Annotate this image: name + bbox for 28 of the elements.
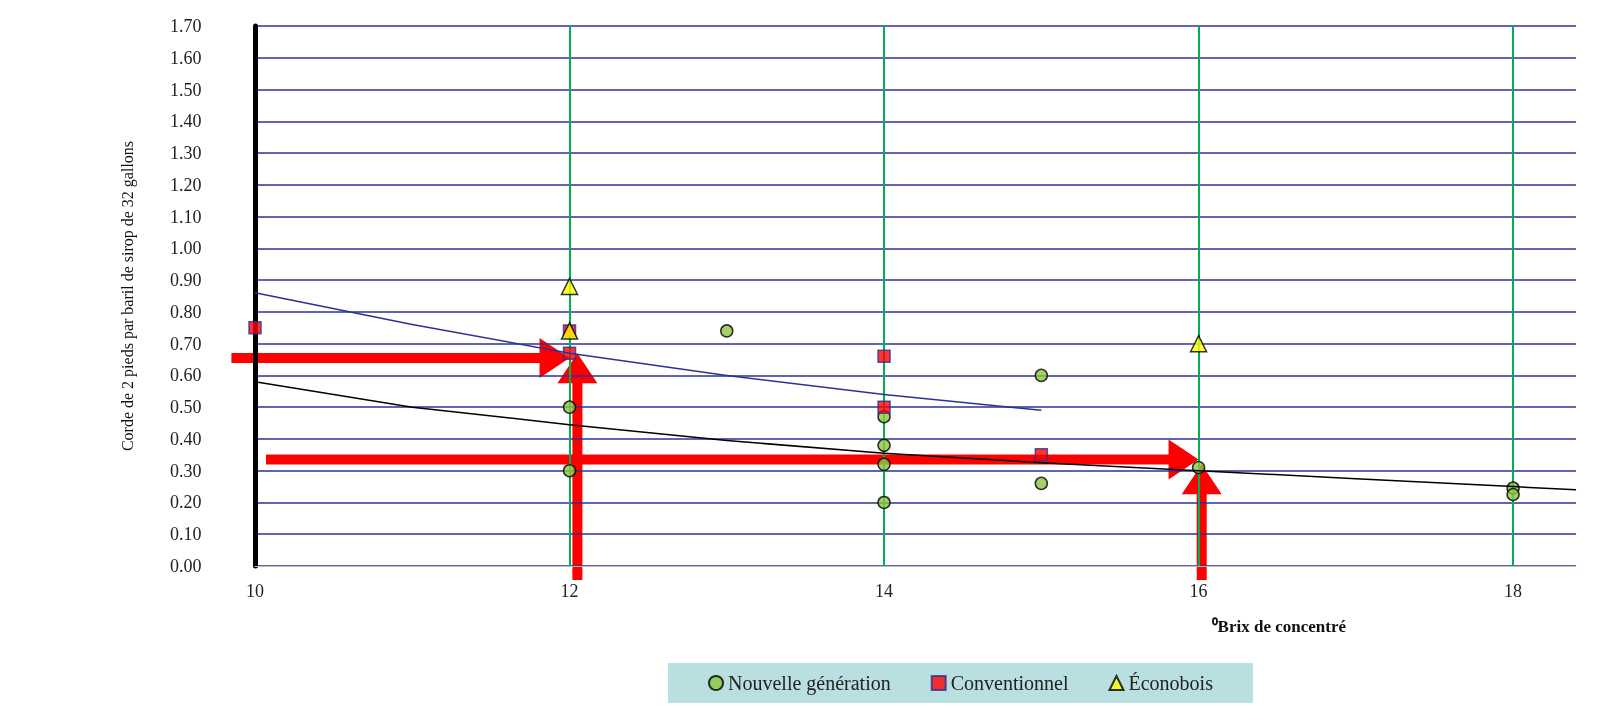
y-tick-label: 0.70 xyxy=(170,333,202,354)
x-tick-label: 16 xyxy=(1189,581,1208,601)
legend-label: Éconobois xyxy=(1128,672,1214,694)
y-axis-title: Corde de 2 pieds par baril de sirop de 32 gallons xyxy=(118,140,137,452)
y-tick-label: 1.20 xyxy=(170,174,202,195)
y-tick-label: 0.60 xyxy=(170,365,202,386)
y-tick-label: 1.10 xyxy=(170,206,202,227)
x-tick-label: 18 xyxy=(1504,581,1523,601)
y-tick-label: 0.90 xyxy=(170,270,202,291)
y-tick-label: 0.40 xyxy=(170,428,202,449)
y-tick-label: 0.80 xyxy=(170,301,202,322)
x-axis-title: ⁰Brix de concentré xyxy=(1211,617,1347,636)
y-tick-label: 1.60 xyxy=(170,47,202,68)
y-tick-label: 0.30 xyxy=(170,460,202,481)
y-tick-label: 0.20 xyxy=(170,492,202,513)
legend-label: Nouvelle génération xyxy=(728,672,891,695)
y-tick-label: 0.50 xyxy=(170,397,202,418)
y-tick-label: 1.40 xyxy=(170,111,202,132)
y-tick-label: 1.30 xyxy=(170,143,202,164)
legend-label: Conventionnel xyxy=(950,672,1069,694)
y-tick-label: 1.00 xyxy=(170,238,202,259)
x-tick-label: 14 xyxy=(875,581,894,601)
x-tick-label: 10 xyxy=(246,581,264,601)
y-tick-label: 1.50 xyxy=(170,79,202,100)
y-tick-label: 1.70 xyxy=(170,16,202,36)
y-tick-label: 0.00 xyxy=(170,556,202,576)
y-tick-label: 0.10 xyxy=(170,524,202,545)
x-tick-label: 12 xyxy=(560,581,579,601)
